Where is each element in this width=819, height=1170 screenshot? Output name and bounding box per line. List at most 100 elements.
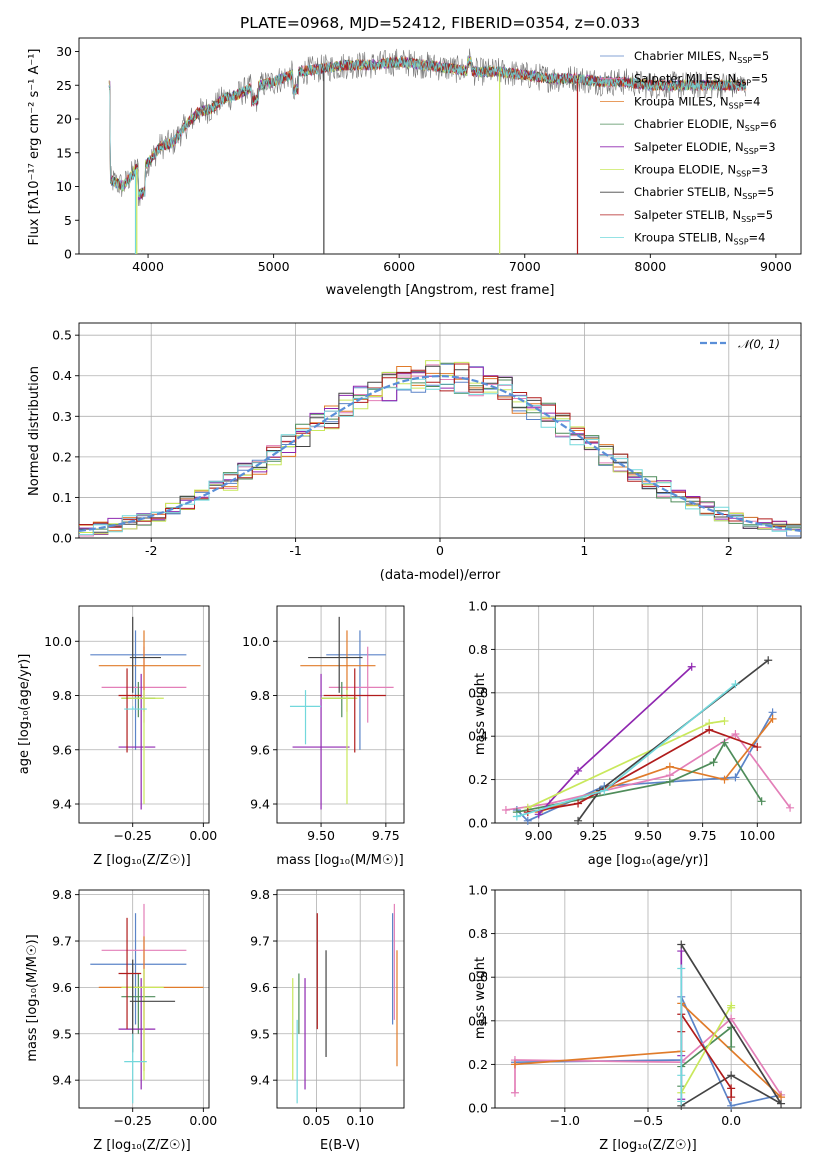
mass-metallicity-xtick-label-0: −0.25 bbox=[114, 1113, 152, 1128]
weights-metallicity-point-chabrier-miles-3 bbox=[727, 1101, 736, 1110]
spectrum-legend-label-chabrier-miles: Chabrier MILES, NSSP=5 bbox=[634, 49, 769, 65]
mass-metallicity-xlabel: Z [log₁₀(Z/Z☉)] bbox=[93, 1138, 190, 1153]
weights-metallicity-ylabel: mass weight bbox=[473, 957, 488, 1039]
spectrum-legend: Chabrier MILES, NSSP=5 Salpeter MILES, NS… bbox=[600, 49, 777, 247]
weights-age-point-salpeter-miles-0 bbox=[501, 805, 510, 814]
mass-metallicity-frame bbox=[78, 889, 210, 1109]
residuals-xtick-label-2: 0 bbox=[436, 543, 444, 558]
weights-age-point-kroupa-miles-1 bbox=[665, 762, 674, 771]
age-metallicity-ytick-label-3: 10.0 bbox=[44, 634, 72, 649]
mass-extinction-xlabel: E(B-V) bbox=[320, 1138, 360, 1153]
residuals-ytick-label-0: 0.0 bbox=[52, 531, 72, 546]
mass-extinction-ytick-label-3: 9.7 bbox=[250, 934, 270, 949]
age-metallicity-xtick-label-0: −0.25 bbox=[114, 828, 152, 843]
weights-age-panel: 9.00 9.25 9.50 9.75 10.00 0.0 0.2 0.4 0.6 0.8 1.0 bbox=[468, 599, 802, 843]
weights-age-point-kroupa-elodie-2 bbox=[720, 717, 729, 726]
residuals-hist-kroupa-stelib bbox=[79, 378, 801, 536]
spectrum-legend-label-kroupa-miles: Kroupa MILES, NSSP=4 bbox=[634, 94, 760, 110]
weights-age-point-salpeter-elodie-1 bbox=[574, 766, 583, 775]
mass-metallicity-ytick-label-3: 9.7 bbox=[52, 934, 72, 949]
weights-age-point-chabrier-miles-1 bbox=[523, 816, 532, 825]
weights-age-point-chabrier-miles-3 bbox=[731, 773, 740, 782]
age-mass-ytick-label-3: 10.0 bbox=[242, 634, 270, 649]
age-metallicity-xlabel: Z [log₁₀(Z/Z☉)] bbox=[93, 853, 190, 868]
age-mass-xtick-label-0: 9.50 bbox=[307, 828, 335, 843]
weights-age-point-salpeter-miles-3 bbox=[731, 730, 740, 739]
weights-metallicity-ytick-label-3: 0.6 bbox=[468, 970, 488, 985]
weights-age-point-chabrier-elodie-2 bbox=[709, 758, 718, 767]
weights-age-ytick-label-4: 0.8 bbox=[468, 642, 488, 657]
weights-age-point-kroupa-miles-2 bbox=[720, 775, 729, 784]
age-metallicity-panel: −0.25 0.00 9.4 9.6 9.8 10.0 bbox=[44, 605, 217, 843]
residuals-ytick-label-4: 0.4 bbox=[52, 368, 72, 383]
spectrum-xlabel: wavelength [Angstrom, rest frame] bbox=[326, 283, 555, 298]
spectrum-ytick-label-1: 5 bbox=[64, 213, 72, 228]
weights-metallicity-point-kroupa-miles-0 bbox=[510, 1060, 519, 1069]
mass-extinction-ytick-label-4: 9.8 bbox=[250, 887, 270, 902]
spectrum-xtick-label-3: 7000 bbox=[509, 259, 541, 274]
weights-metallicity-point-chabrier-stelib-2 bbox=[777, 1099, 786, 1108]
weights-age-point-chabrier-elodie-1 bbox=[665, 777, 674, 786]
residuals-ytick-label-1: 0.1 bbox=[52, 490, 72, 505]
mass-extinction-panel: 0.05 0.10 9.4 9.5 9.6 9.7 9.8 bbox=[250, 887, 405, 1128]
spectrum-legend-label-salpeter-miles: Salpeter MILES, NSSP=5 bbox=[634, 72, 768, 88]
mass-metallicity-xtick-label-1: 0.00 bbox=[189, 1113, 217, 1128]
spectrum-legend-label-salpeter-elodie: Salpeter ELODIE, NSSP=3 bbox=[634, 140, 776, 156]
weights-age-ytick-label-5: 1.0 bbox=[468, 599, 488, 614]
weights-metallicity-ytick-label-5: 1.0 bbox=[468, 883, 488, 898]
weights-metallicity-point-salpeter-stelib-3 bbox=[727, 1093, 736, 1102]
age-metallicity-frame bbox=[78, 605, 210, 824]
spectrum-xtick-label-2: 6000 bbox=[383, 259, 415, 274]
mass-extinction-xtick-label-1: 0.10 bbox=[346, 1113, 374, 1128]
spectrum-xtick-label-0: 4000 bbox=[132, 259, 164, 274]
weights-age-point-salpeter-stelib-3 bbox=[753, 743, 762, 752]
spectrum-legend-label-kroupa-elodie: Kroupa ELODIE, NSSP=3 bbox=[634, 163, 768, 179]
weights-age-xtick-label-4: 10.00 bbox=[739, 828, 775, 843]
weights-metallicity-ytick-label-2: 0.4 bbox=[468, 1013, 488, 1028]
weights-metallicity-point-kroupa-stelib-1 bbox=[677, 1071, 686, 1080]
spectrum-legend-label-kroupa-stelib: Kroupa STELIB, NSSP=4 bbox=[634, 231, 765, 247]
residuals-panel: -2 -1 0 1 2 0.0 0.1 0.2 0.3 0.4 0.5 𝒩(0, 1) bbox=[52, 322, 802, 558]
weights-metallicity-point-chabrier-elodie-3 bbox=[727, 1042, 736, 1051]
weights-metallicity-point-kroupa-stelib-2 bbox=[677, 964, 686, 973]
age-metallicity-ytick-label-2: 9.8 bbox=[52, 688, 72, 703]
spectrum-xtick-label-1: 5000 bbox=[258, 259, 290, 274]
weights-age-xlabel: age [log₁₀(age/yr)] bbox=[588, 853, 709, 868]
spectrum-ylabel: Flux [fλ10⁻¹⁷ erg cm⁻² s⁻¹ A⁻¹] bbox=[27, 49, 42, 246]
mass-metallicity-ytick-label-2: 9.6 bbox=[52, 980, 72, 995]
weights-age-point-salpeter-elodie-2 bbox=[687, 662, 696, 671]
age-mass-panel: 9.50 9.75 9.4 9.6 9.8 10.0 bbox=[242, 605, 405, 843]
spectrum-legend-label-chabrier-elodie: Chabrier ELODIE, NSSP=6 bbox=[634, 117, 777, 133]
weights-age-point-chabrier-elodie-4 bbox=[757, 797, 766, 806]
spectrum-legend-label-salpeter-stelib: Salpeter STELIB, NSSP=5 bbox=[634, 208, 773, 224]
weights-age-point-kroupa-miles-3 bbox=[768, 714, 777, 723]
spectrum-ytick-label-2: 10 bbox=[56, 179, 72, 194]
weights-age-xtick-label-1: 9.25 bbox=[579, 828, 607, 843]
weights-age-point-salpeter-stelib-2 bbox=[705, 725, 714, 734]
spectrum-ytick-label-4: 20 bbox=[56, 112, 72, 127]
age-mass-ytick-label-2: 9.8 bbox=[250, 688, 270, 703]
weights-metallicity-xtick-label-2: 0.0 bbox=[721, 1113, 741, 1128]
age-metallicity-ytick-label-0: 9.4 bbox=[52, 797, 72, 812]
age-metallicity-xtick-label-1: 0.00 bbox=[189, 828, 217, 843]
weights-age-xtick-label-2: 9.50 bbox=[634, 828, 662, 843]
residuals-xtick-label-4: 2 bbox=[725, 543, 733, 558]
weights-metallicity-point-chabrier-stelib-1 bbox=[727, 1071, 736, 1080]
mass-metallicity-panel: −0.25 0.00 9.4 9.5 9.6 9.7 9.8 bbox=[52, 887, 217, 1128]
spectrum-legend-label-chabrier-stelib: Chabrier STELIB, NSSP=5 bbox=[634, 185, 774, 201]
residuals-xtick-label-1: -1 bbox=[289, 543, 301, 558]
residuals-legend-label: 𝒩(0, 1) bbox=[738, 337, 780, 351]
weights-age-point-chabrier-stelib-0 bbox=[574, 816, 583, 825]
mass-extinction-ytick-label-1: 9.5 bbox=[250, 1026, 270, 1041]
weights-age-point-salpeter-miles-4 bbox=[786, 803, 795, 812]
spectrum-ytick-label-3: 15 bbox=[56, 145, 72, 160]
residuals-gaussian-line bbox=[78, 374, 802, 532]
residuals-ytick-label-3: 0.3 bbox=[52, 409, 72, 424]
weights-metallicity-panel: −1.0 −0.5 0.0 0.0 0.2 0.4 0.6 0.8 1.0 bbox=[468, 883, 802, 1128]
weights-age-point-kroupa-stelib-0 bbox=[512, 812, 521, 821]
weights-metallicity-xtick-label-1: −0.5 bbox=[633, 1113, 663, 1128]
residuals-xlabel: (data-model)/error bbox=[380, 568, 501, 583]
age-mass-xlabel: mass [log₁₀(M/M☉)] bbox=[276, 853, 403, 868]
weights-age-ytick-label-0: 0.0 bbox=[468, 816, 488, 831]
mass-metallicity-ytick-label-0: 9.4 bbox=[52, 1073, 72, 1088]
